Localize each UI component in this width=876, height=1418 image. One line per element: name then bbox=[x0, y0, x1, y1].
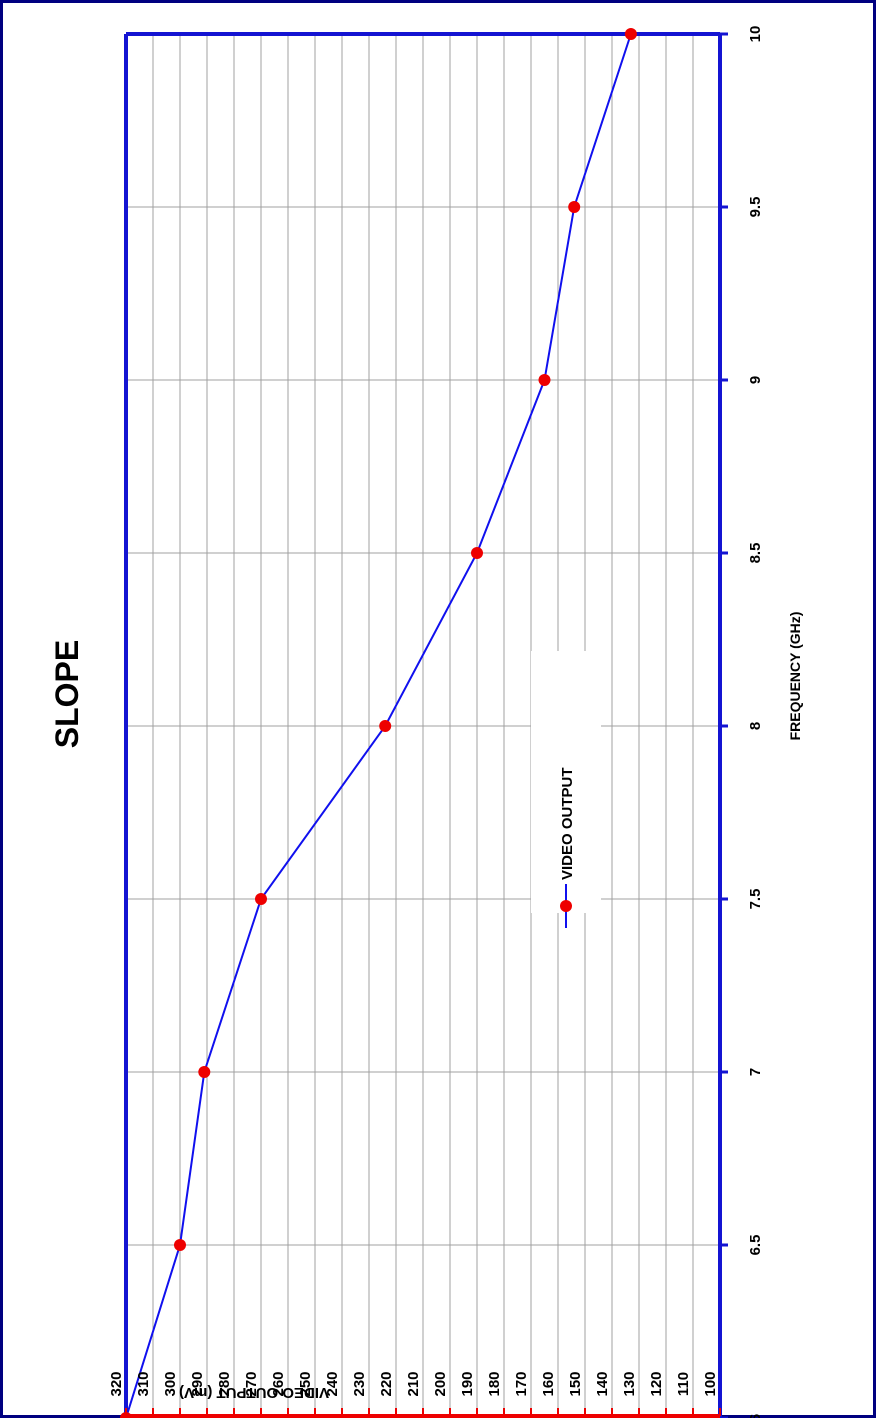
data-point bbox=[471, 547, 483, 559]
x-tick-label: 6 bbox=[747, 1414, 764, 1418]
y-tick-label: 190 bbox=[459, 1371, 476, 1396]
legend: VIDEO OUTPUT bbox=[531, 651, 601, 928]
x-tick-label: 7 bbox=[747, 1068, 764, 1076]
y-tick-label: 130 bbox=[621, 1371, 638, 1396]
y-tick-label: 250 bbox=[297, 1371, 314, 1396]
data-point bbox=[568, 201, 581, 213]
y-tick-label: 180 bbox=[486, 1371, 503, 1396]
y-tick-label: 240 bbox=[324, 1371, 341, 1396]
axis-layer bbox=[124, 32, 728, 1418]
data-point bbox=[538, 374, 551, 386]
data-point bbox=[174, 1239, 186, 1251]
y-tick-label: 150 bbox=[567, 1371, 584, 1396]
y-tick-label: 230 bbox=[351, 1371, 368, 1396]
y-tick-label: 170 bbox=[513, 1371, 530, 1396]
y-tick-label: 100 bbox=[702, 1371, 719, 1396]
x-tick-label: 7.5 bbox=[747, 889, 764, 910]
y-axis-title: VIDEO OUTPUT (mV) bbox=[179, 1384, 329, 1401]
chart-title: SLOPE bbox=[49, 640, 85, 748]
data-point bbox=[255, 893, 267, 905]
y-tick-label: 220 bbox=[378, 1371, 395, 1396]
y-tick-label: 300 bbox=[162, 1371, 179, 1396]
x-tick-label: 9.5 bbox=[747, 197, 764, 218]
y-tick-label: 290 bbox=[189, 1371, 206, 1396]
data-point bbox=[198, 1066, 211, 1078]
x-tick-label: 8.5 bbox=[747, 543, 764, 564]
y-tick-label: 120 bbox=[648, 1371, 665, 1396]
y-tick-label: 200 bbox=[432, 1371, 449, 1396]
x-tick-label: 10 bbox=[747, 26, 764, 43]
label-layer: 6 6.5 7 7.5 8 8.5 9 9.5 10 320 310 300 290 280 270 260 2… bbox=[108, 26, 764, 1418]
y-tick-label: 280 bbox=[216, 1371, 233, 1396]
y-tick-label: 110 bbox=[675, 1372, 692, 1396]
x-tick-label: 9 bbox=[747, 376, 764, 384]
y-tick-label: 310 bbox=[135, 1371, 152, 1396]
legend-box bbox=[531, 651, 601, 913]
y-tick-label: 260 bbox=[270, 1371, 287, 1396]
legend-series-label: VIDEO OUTPUT bbox=[559, 767, 576, 880]
data-point bbox=[379, 720, 392, 732]
x-tick-label: 6.5 bbox=[747, 1235, 764, 1256]
data-point bbox=[120, 1412, 132, 1418]
y-tick-label: 270 bbox=[243, 1371, 260, 1396]
x-tick-label: 8 bbox=[747, 722, 764, 730]
series-layer bbox=[120, 28, 637, 1418]
y-tick-label: 160 bbox=[540, 1371, 557, 1396]
data-point bbox=[624, 28, 637, 40]
y-tick-label: 320 bbox=[108, 1371, 125, 1396]
x-axis-title: FREQUENCY (GHz) bbox=[787, 612, 803, 741]
y-tick-label: 140 bbox=[594, 1371, 611, 1396]
legend-series-marker bbox=[560, 900, 572, 912]
y-tick-label: 210 bbox=[405, 1371, 422, 1396]
